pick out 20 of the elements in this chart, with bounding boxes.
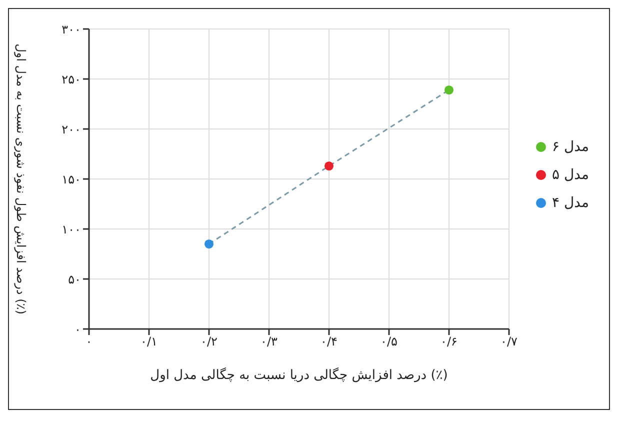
legend-label: مدل ۶ <box>552 139 589 155</box>
y-tick-label: ۱۵۰ <box>62 172 81 186</box>
x-tick-label: ۰/۱ <box>140 334 158 349</box>
x-tick-label: ۰/۵ <box>380 334 398 349</box>
legend-label: مدل ۵ <box>552 167 589 183</box>
x-axis-title: درصد افزایش چگالی دریا نسبت به چگالی مدل اول (٪) <box>150 367 448 383</box>
legend-label: مدل ۴ <box>552 195 589 211</box>
x-tick-label: ۰/۳ <box>260 334 278 349</box>
y-tick-label: ۵۰ <box>68 272 81 286</box>
x-tick-label: ۰/۶ <box>440 334 458 349</box>
x-tick-label: ۰/۲ <box>200 334 218 349</box>
y-axis-title: درصد افزایش طول نفوذ شوری نسبت به مدل اول (٪) <box>14 44 28 314</box>
y-tick-label: ۳۰۰ <box>62 22 81 36</box>
y-tick-label: ۲۵۰ <box>62 72 81 86</box>
x-tick-label: ۰/۷ <box>500 334 518 349</box>
x-tick-label: ۰/۴ <box>320 334 338 349</box>
x-tick-label: ۰ <box>86 334 92 349</box>
y-tick-label: ۲۰۰ <box>62 122 81 136</box>
y-tick-label: ۰ <box>74 322 81 336</box>
y-tick-label: ۱۰۰ <box>62 222 81 236</box>
